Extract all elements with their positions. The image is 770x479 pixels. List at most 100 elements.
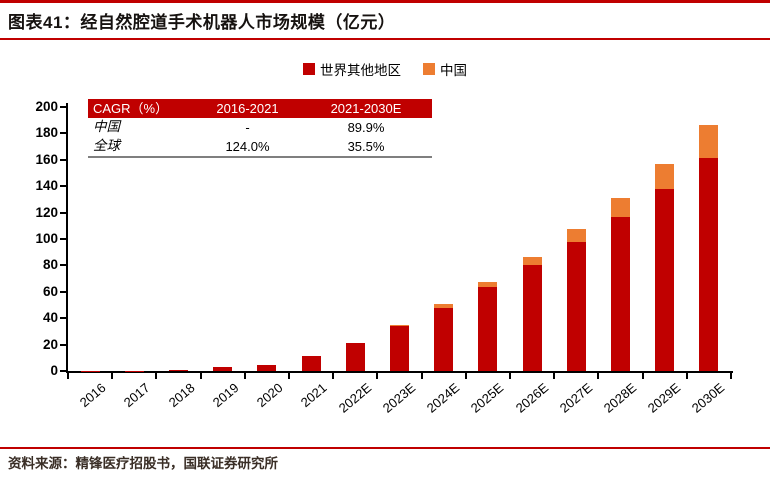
y-axis-label: 100 xyxy=(35,231,58,246)
x-axis-label: 2020 xyxy=(253,380,286,411)
legend-swatch-world xyxy=(303,63,315,75)
cagr-row-label-china: 中国 xyxy=(93,119,120,135)
bar-world xyxy=(257,364,277,371)
bar-china xyxy=(611,198,630,217)
x-axis-label: 2018 xyxy=(165,380,198,411)
y-axis-tick xyxy=(60,158,66,161)
bar-china xyxy=(434,304,454,308)
x-axis-tick xyxy=(199,373,202,379)
bar-china xyxy=(699,125,719,159)
x-axis-tick xyxy=(685,373,688,379)
x-axis-tick xyxy=(111,373,114,379)
y-axis-tick xyxy=(60,264,66,267)
x-axis-label: 2030E xyxy=(689,380,728,416)
y-axis-label: 80 xyxy=(42,257,58,273)
x-axis-label: 2029E xyxy=(644,380,684,416)
bar-china xyxy=(566,229,586,242)
title-bottom-rule xyxy=(0,38,770,40)
x-axis-label: 2028E xyxy=(600,380,640,416)
source-top-rule xyxy=(0,447,770,449)
x-axis-tick xyxy=(730,373,732,379)
bar-world xyxy=(611,216,630,371)
x-axis-tick xyxy=(67,373,69,379)
y-axis-tick xyxy=(60,317,66,320)
bar-world xyxy=(522,265,542,371)
cagr-header-2016-2021: 2016-2021 xyxy=(216,101,279,116)
y-axis-tick xyxy=(60,370,66,372)
legend-item-china: 中国 xyxy=(423,59,467,79)
y-axis-label: 0 xyxy=(50,363,58,378)
cagr-header-metric: CAGR（%） xyxy=(93,101,169,116)
x-axis-tick xyxy=(641,373,644,379)
bar-china xyxy=(655,163,675,189)
x-axis-tick xyxy=(332,373,335,379)
bar-china xyxy=(478,281,498,288)
legend-label-world: 世界其他地区 xyxy=(320,63,401,79)
y-axis-label: 120 xyxy=(35,204,58,220)
bar-world xyxy=(478,287,498,371)
bar-world xyxy=(301,355,321,371)
x-axis-label: 2022E xyxy=(335,380,374,416)
bar-china xyxy=(522,257,542,266)
y-axis-label: 40 xyxy=(42,310,58,326)
y-axis-tick xyxy=(60,343,66,346)
bar-world xyxy=(213,367,233,371)
x-axis-tick xyxy=(243,373,246,379)
y-axis-label: 200 xyxy=(35,99,58,114)
x-axis-tick xyxy=(155,373,158,379)
cagr-china-2016-2021: - xyxy=(245,120,250,135)
x-axis-label: 2026E xyxy=(512,380,551,416)
y-axis-tick xyxy=(60,185,66,188)
x-axis-tick xyxy=(597,373,600,379)
legend-item-world: 世界其他地区 xyxy=(303,59,401,79)
y-axis-label: 20 xyxy=(42,336,58,352)
y-axis-tick xyxy=(60,290,66,293)
cagr-global-2016-2021: 124.0% xyxy=(225,139,270,154)
x-axis-label: 2027E xyxy=(556,380,595,416)
x-axis-line xyxy=(66,371,733,373)
cagr-global-2021-2030e: 35.5% xyxy=(347,139,385,154)
y-axis-label: 140 xyxy=(35,178,58,194)
y-axis-label: 160 xyxy=(35,151,58,167)
x-axis-label: 2019 xyxy=(209,380,242,411)
bar-world xyxy=(655,188,675,371)
bar-world xyxy=(169,369,188,371)
bar-world xyxy=(566,241,586,371)
bar-world xyxy=(699,158,719,371)
bar-china xyxy=(390,325,409,326)
legend-swatch-china xyxy=(423,63,435,75)
cagr-china-2021-2030e: 89.9% xyxy=(347,120,385,135)
cagr-table: CAGR（%） 2016-2021 2021-2030E 中国 - 89.9% … xyxy=(88,99,432,158)
x-axis-label: 2016 xyxy=(76,380,109,411)
y-axis-label: 60 xyxy=(42,283,58,299)
x-axis-tick xyxy=(376,373,379,379)
x-axis-label: 2024E xyxy=(423,380,463,416)
cagr-row-global: 全球 124.0% 35.5% xyxy=(88,137,432,156)
legend-label-china: 中国 xyxy=(440,63,467,79)
source-text: 资料来源：精锋医疗招股书，国联证券研究所 xyxy=(8,456,278,472)
x-axis-tick xyxy=(509,373,511,379)
cagr-header-2021-2030e: 2021-2030E xyxy=(330,101,402,116)
figure-title: 图表41：经自然腔道手术机器人市场规模（亿元） xyxy=(8,13,396,32)
bar-world xyxy=(345,342,365,371)
x-axis-label: 2021 xyxy=(297,380,330,411)
x-axis-label: 2023E xyxy=(379,380,419,416)
y-axis-tick xyxy=(60,106,66,108)
title-top-rule xyxy=(0,0,770,3)
bar-world xyxy=(390,325,409,371)
y-axis-line xyxy=(66,103,68,373)
x-axis-label: 2025E xyxy=(468,380,507,416)
cagr-row-label-global: 全球 xyxy=(93,138,120,154)
x-axis-tick xyxy=(553,373,556,379)
y-axis-tick xyxy=(60,132,66,135)
x-axis-tick xyxy=(288,373,290,379)
cagr-table-header-row: CAGR（%） 2016-2021 2021-2030E xyxy=(88,99,432,118)
chart-legend: 世界其他地区 中国 xyxy=(0,59,770,79)
bar-world xyxy=(434,307,454,371)
y-axis-tick xyxy=(60,238,66,240)
x-axis-tick xyxy=(464,373,467,379)
y-axis-label: 180 xyxy=(35,125,58,141)
x-axis-tick xyxy=(420,373,423,379)
